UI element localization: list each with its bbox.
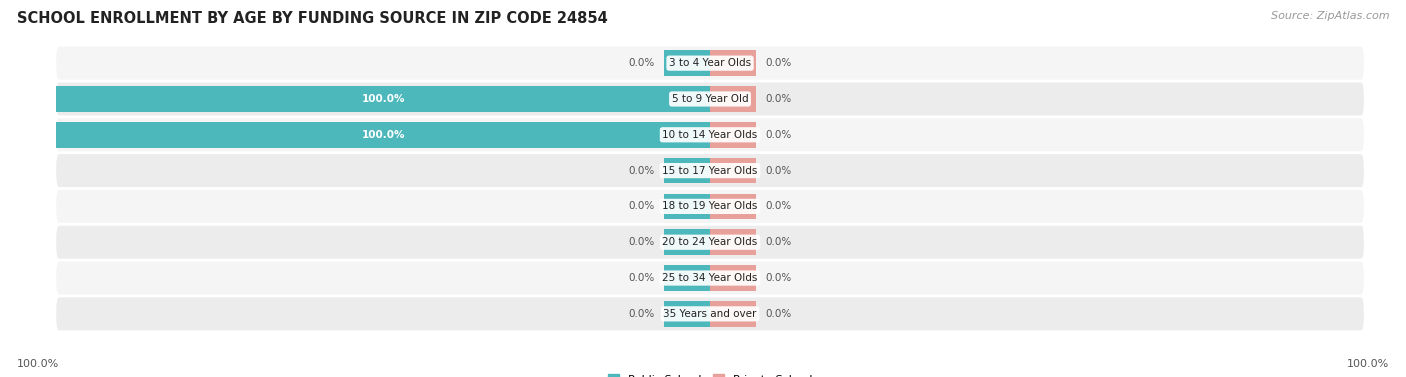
Bar — [710, 265, 756, 291]
Bar — [710, 193, 756, 219]
Text: 10 to 14 Year Olds: 10 to 14 Year Olds — [662, 130, 758, 140]
Text: 20 to 24 Year Olds: 20 to 24 Year Olds — [662, 237, 758, 247]
Bar — [710, 158, 756, 184]
Bar — [710, 122, 756, 148]
FancyBboxPatch shape — [56, 83, 1364, 115]
Text: 0.0%: 0.0% — [628, 273, 654, 283]
Text: 0.0%: 0.0% — [766, 273, 792, 283]
FancyBboxPatch shape — [56, 262, 1364, 294]
Text: 5 to 9 Year Old: 5 to 9 Year Old — [672, 94, 748, 104]
Text: 25 to 34 Year Olds: 25 to 34 Year Olds — [662, 273, 758, 283]
Bar — [56, 86, 710, 112]
Bar — [664, 229, 710, 255]
Text: 15 to 17 Year Olds: 15 to 17 Year Olds — [662, 166, 758, 176]
Text: SCHOOL ENROLLMENT BY AGE BY FUNDING SOURCE IN ZIP CODE 24854: SCHOOL ENROLLMENT BY AGE BY FUNDING SOUR… — [17, 11, 607, 26]
Bar — [710, 229, 756, 255]
Text: 0.0%: 0.0% — [628, 58, 654, 68]
FancyBboxPatch shape — [56, 47, 1364, 80]
Text: 100.0%: 100.0% — [361, 130, 405, 140]
Text: 100.0%: 100.0% — [1347, 359, 1389, 369]
Text: 0.0%: 0.0% — [628, 309, 654, 319]
FancyBboxPatch shape — [56, 118, 1364, 151]
Bar — [56, 122, 710, 148]
FancyBboxPatch shape — [56, 154, 1364, 187]
Text: 0.0%: 0.0% — [628, 166, 654, 176]
Text: Source: ZipAtlas.com: Source: ZipAtlas.com — [1271, 11, 1389, 21]
Text: 0.0%: 0.0% — [766, 130, 792, 140]
Text: 100.0%: 100.0% — [361, 94, 405, 104]
Text: 0.0%: 0.0% — [766, 166, 792, 176]
FancyBboxPatch shape — [56, 226, 1364, 259]
Bar — [664, 158, 710, 184]
Bar — [710, 50, 756, 76]
Text: 0.0%: 0.0% — [628, 237, 654, 247]
Bar — [664, 265, 710, 291]
Bar — [710, 301, 756, 327]
FancyBboxPatch shape — [56, 297, 1364, 330]
Text: 0.0%: 0.0% — [766, 309, 792, 319]
Text: 35 Years and over: 35 Years and over — [664, 309, 756, 319]
Text: 0.0%: 0.0% — [766, 237, 792, 247]
Bar — [664, 301, 710, 327]
Text: 0.0%: 0.0% — [628, 201, 654, 211]
Text: 0.0%: 0.0% — [766, 58, 792, 68]
FancyBboxPatch shape — [56, 190, 1364, 223]
Text: 18 to 19 Year Olds: 18 to 19 Year Olds — [662, 201, 758, 211]
Bar — [664, 50, 710, 76]
Text: 0.0%: 0.0% — [766, 94, 792, 104]
Bar — [710, 86, 756, 112]
Text: 3 to 4 Year Olds: 3 to 4 Year Olds — [669, 58, 751, 68]
Text: 0.0%: 0.0% — [766, 201, 792, 211]
Bar — [664, 193, 710, 219]
Legend: Public School, Private School: Public School, Private School — [603, 370, 817, 377]
Text: 100.0%: 100.0% — [17, 359, 59, 369]
